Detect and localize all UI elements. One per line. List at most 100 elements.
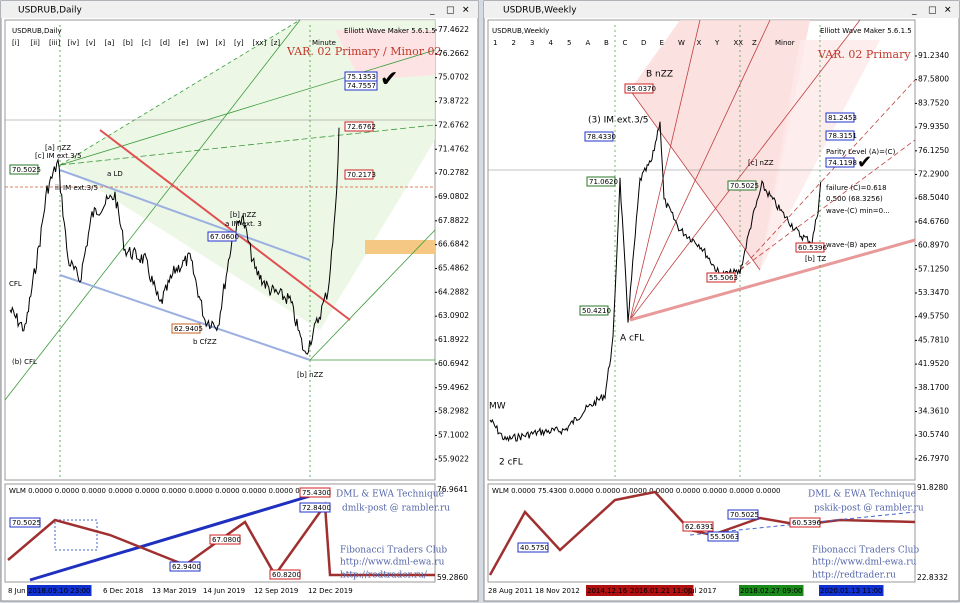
minimize[interactable]: _ [429,6,435,16]
box-frame [269,569,301,580]
price-axis: 77.4622 76.2662 75.0702 73.8722 72.6762 71.47… [435,25,469,463]
wave-label: [z] [271,39,280,47]
wave-label: [iii] [49,39,61,47]
trend [629,238,916,322]
indicator-boxes: 70.5025 60.5396 55.5063 62.6391 40.5750 [517,509,821,553]
indicator-header: WLM 0.0000 75.4300 0.0000 0.0000 0.0000 … [492,487,781,495]
price-box: 55.5063 [709,274,738,282]
maximize[interactable]: □ [928,6,937,16]
date-label: Jul 2017 [687,587,717,595]
axis-label: 76.2662 [438,49,469,58]
brand: Elliott Wave Maker 5.6.1.5 [820,27,912,35]
indicator-box: 75.4300 [302,489,331,497]
wave-label: [e] [179,39,189,47]
axis-label: 77.4622 [438,25,469,34]
wave-label: [y] [234,39,244,47]
minimize[interactable]: _ [911,6,917,16]
check-icon: ✔ [857,152,872,173]
box-frame [682,521,714,532]
date-label: 2018.09.10 23:00 [28,587,90,595]
axis-label: 64.6760 [918,217,949,226]
wave-label: 2 [512,39,516,47]
price-boxes: 75.1353 74.7557 72.6762 70.2173 70.5025 … [9,71,378,334]
wave-label: 3 [530,39,534,47]
notes: [a] nZZ [c] IM ext.3/5 iii IM ext.3/5 a … [9,144,323,379]
box-frame [789,517,821,528]
price-box: 71.0620 [589,178,618,186]
credit: http://redtrader.ru [812,571,896,581]
date-label: 2020.01.13 11:00 [820,587,882,595]
caption [1,1,478,18]
axis-label: 91.8280 [917,483,948,492]
note: CFL [9,280,22,288]
axis-label: 63.0902 [438,311,469,320]
symbol: USDRUB,Weekly [492,27,549,35]
axis-label: 75.0702 [438,73,469,82]
blue-lines [59,169,311,361]
note: 2 cFL [499,458,523,468]
axis-label: 67.8822 [438,216,469,225]
axis-label: 79.9350 [918,122,949,131]
date-axis: 28 Aug 2011 18 Nov 2012 2014.12.16 11:0020… [488,585,884,596]
credits: DML & EWA Technique pskik-post @ rambler.… [808,490,924,581]
axis-label: 53.3470 [918,288,949,297]
note: (3) IM ext.3/5 [588,116,648,126]
target-zone [335,30,435,80]
credit: DML & EWA Technique [808,490,916,500]
wave-label: Y [714,39,720,47]
price-series [9,127,340,355]
close[interactable]: ✕ [944,6,952,16]
right-window: USDRUB,Weekly _ □ ✕ USDRUB,Weekly Elliot… [483,0,960,602]
axis-label: 59.4962 [438,383,469,392]
axis-label: 64.2882 [438,287,469,296]
note: a IM ext. 3 [225,220,262,228]
caption [484,1,959,18]
axis-label: 57.1250 [918,264,949,273]
indicator-boxes: 70.5025 75.4300 72.8400 67.0800 62.9400 60.82… [9,487,331,580]
date-highlight [819,585,884,596]
wave-label: [xx] [253,39,267,47]
price-box: 74.7557 [347,82,376,90]
wave-label: 5 [567,39,571,47]
axis-label: 73.8722 [438,97,469,106]
axis-label: 60.6942 [438,359,469,368]
wave-label: B [604,39,609,47]
indicator-box: 60.5396 [792,519,821,527]
indicator-line [29,488,331,582]
green-verticals [614,25,821,480]
note: wave-(B) apex [826,241,877,249]
box-frame [299,487,331,498]
credit: Fibonacci Traders Club [812,546,919,556]
wave-label: [b] [123,39,133,47]
date-highlight [629,585,694,596]
wave-label: W [678,39,685,47]
axis-label: 22.8332 [917,573,948,582]
credit: Fibonacci Traders Club [340,546,447,556]
axis-label: 70.2782 [438,168,469,177]
wave-label: [x] [216,39,226,47]
price-box: 67.0600 [210,233,239,241]
price-box: 78.3151 [828,132,857,140]
axis-label: 76.9641 [437,485,468,494]
date-label: 6 Dec 2018 [103,587,143,595]
axis-label: 38.1700 [918,383,949,392]
date-highlight [27,585,92,596]
credit: dmlk-post @ rambler.ru [342,504,450,514]
axis-label: 34.3610 [918,407,949,416]
close[interactable]: ✕ [462,6,470,16]
note: b CfZZ [193,338,217,346]
wave-label: 1 [493,39,497,47]
brand: Elliott Wave Maker 5.6.1.5 [344,27,436,35]
wave-label: D [641,39,646,47]
zone [365,240,435,254]
wave-label: [w] [197,39,208,47]
red-trend [99,129,351,321]
box [54,519,98,551]
indicator-box: 55.5063 [710,533,739,541]
box-frame [9,517,41,528]
axis-label: 87.5800 [918,75,949,84]
box-frame [299,502,331,513]
degree: Minor [775,39,795,47]
axis-label: 91.2340 [918,51,949,60]
maximize[interactable]: □ [446,6,455,16]
